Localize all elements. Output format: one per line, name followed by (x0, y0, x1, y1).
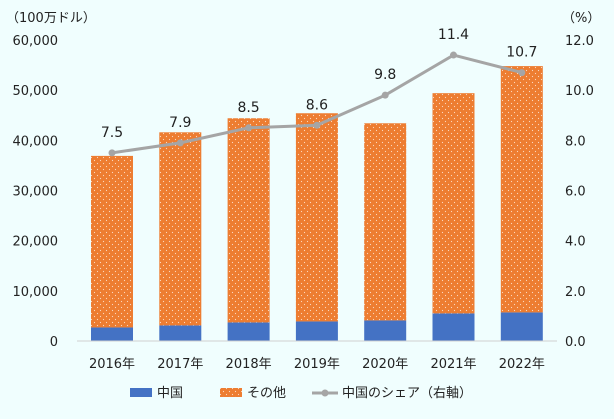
y-tick-label: 10,000 (13, 285, 59, 300)
bar-china (159, 325, 202, 341)
x-tick-label: 2021年 (430, 357, 476, 372)
y-tick-label: 20,000 (13, 235, 59, 250)
share-point (518, 69, 526, 77)
legend: 中国 その他 中国のシェア（右軸） (130, 386, 472, 401)
share-data-label: 9.8 (374, 67, 396, 83)
y-tick-label: 30,000 (13, 185, 59, 200)
share-data-label: 7.9 (169, 115, 191, 131)
y-tick-label: 60,000 (13, 34, 59, 49)
bar-china (500, 312, 543, 341)
legend-swatch-china (130, 388, 152, 397)
y2-tick-label: 6.0 (565, 185, 586, 200)
x-tick-label: 2022年 (499, 357, 545, 372)
share-data-label: 8.5 (237, 100, 259, 116)
y2-tick-label: 4.0 (565, 235, 586, 250)
share-point (450, 51, 457, 59)
share-data-label: 11.4 (438, 27, 469, 43)
y2-tick-label: 12.0 (565, 34, 594, 49)
bar-china (432, 313, 475, 341)
legend-marker-share (321, 389, 329, 397)
share-point (108, 149, 116, 157)
y2-tick-label: 10.0 (565, 84, 594, 99)
share-data-label: 10.7 (506, 45, 537, 61)
share-data-label: 8.6 (306, 97, 328, 113)
bar-other (227, 118, 270, 323)
x-tick-label: 2016年 (89, 357, 135, 372)
y2-tick-label: 2.0 (565, 285, 586, 300)
x-tick-label: 2018年 (226, 357, 272, 372)
legend-label-share: 中国のシェア（右軸） (342, 386, 472, 401)
right-axis-unit: （%） (562, 11, 600, 26)
y2-tick-label: 0.0 (565, 335, 586, 350)
y2-tick-label: 8.0 (565, 134, 586, 149)
share-point (176, 139, 184, 147)
x-tick-label: 2017年 (157, 357, 203, 372)
share-point (245, 124, 253, 132)
y-tick-label: 40,000 (13, 134, 59, 149)
bar-other (295, 113, 338, 322)
bar-other (159, 132, 202, 326)
bar-china (91, 327, 133, 341)
bar-china (227, 322, 270, 341)
left-axis-unit: （100万ドル） (6, 11, 96, 26)
bar-other (91, 155, 133, 328)
share-data-label: 7.5 (101, 125, 123, 141)
share-point (381, 91, 389, 99)
x-tick-label: 2019年 (294, 357, 340, 372)
x-tick-label: 2020年 (362, 357, 408, 372)
legend-label-other: その他 (247, 386, 286, 401)
legend-label-china: 中国 (157, 386, 183, 401)
share-point (313, 121, 321, 129)
bar-china (295, 321, 338, 341)
bar-other (432, 93, 475, 314)
bar-china (364, 320, 407, 341)
bar-other (500, 66, 543, 313)
bar-other (364, 123, 407, 321)
legend-swatch-other (220, 388, 242, 397)
y-tick-label: 0 (50, 335, 58, 350)
y-tick-label: 50,000 (13, 84, 59, 99)
